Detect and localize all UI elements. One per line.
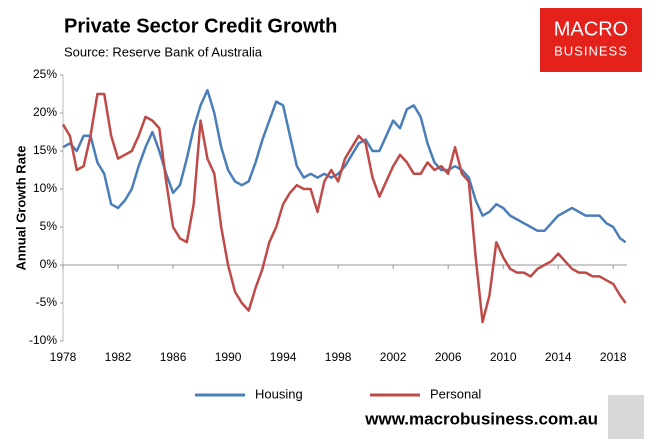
chart-title: Private Sector Credit Growth [64,15,337,37]
logo-text: BUSINESS [554,43,628,58]
y-tick-label: 10% [33,181,57,195]
x-tick-label: 1986 [160,350,187,364]
logo-box [540,8,642,72]
x-tick-label: 2006 [435,350,462,364]
logo-text: MACRO [554,18,628,40]
x-tick-label: 1978 [50,350,77,364]
x-tick-label: 2010 [490,350,517,364]
y-tick-label: 25% [33,67,57,81]
x-tick-label: 1998 [325,350,352,364]
x-tick-label: 2002 [380,350,407,364]
y-tick-label: 15% [33,143,57,157]
fox-icon [608,395,644,439]
y-axis-label: Annual Growth Rate [13,146,28,271]
y-tick-label: -10% [29,333,57,347]
x-tick-label: 1990 [215,350,242,364]
footer: www.macrobusiness.com.au [364,409,598,428]
y-tick-label: -5% [36,295,58,309]
legend-label: Personal [430,386,481,401]
y-tick-label: 20% [33,105,57,119]
y-tick-label: 0% [40,257,58,271]
x-tick-label: 1994 [270,350,297,364]
series-line [61,92,627,324]
series-line [62,88,627,244]
x-tick-label: 2014 [545,350,572,364]
chart-subtitle: Source: Reserve Bank of Australia [64,44,263,59]
y-tick-label: 5% [40,219,58,233]
x-tick-label: 1982 [105,350,132,364]
x-tick-label: 2018 [600,350,627,364]
legend-label: Housing [255,386,303,401]
